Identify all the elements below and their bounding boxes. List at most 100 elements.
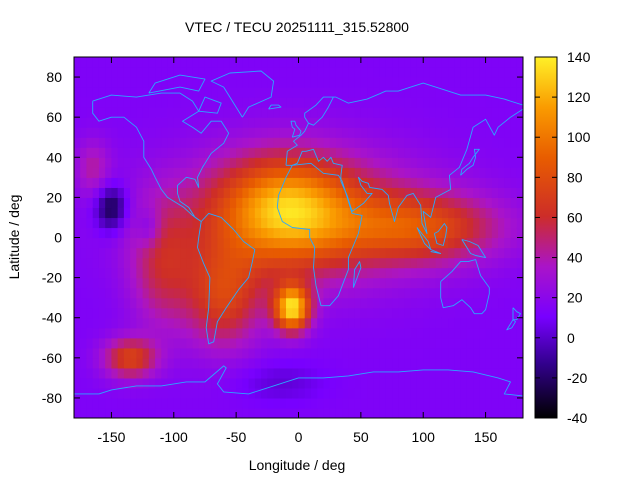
heat-cell [485, 327, 493, 339]
heat-cell [435, 77, 443, 88]
heat-cell [404, 197, 412, 209]
x-tick-label: 0 [295, 429, 303, 445]
heat-cell [491, 187, 499, 198]
heat-cell [329, 117, 337, 128]
heat-cell [292, 407, 300, 418]
heat-cell [229, 307, 237, 319]
heat-cell [279, 97, 287, 108]
heat-cell [435, 307, 443, 319]
heat-cell [473, 237, 480, 249]
heat-cell [348, 217, 356, 229]
heat-cell [460, 127, 468, 138]
heat-cell [392, 87, 399, 98]
heat-cell [273, 347, 281, 359]
heat-cell [379, 187, 387, 198]
heat-cell [261, 57, 268, 68]
heat-cell [130, 67, 137, 78]
heat-cell [410, 177, 418, 188]
heat-cell [155, 187, 162, 198]
heat-cell [398, 177, 406, 188]
heat-cell [473, 137, 480, 148]
heat-cell [273, 187, 281, 198]
heat-cell [248, 127, 256, 138]
heat-cell [491, 147, 499, 158]
heat-cell [223, 67, 231, 78]
heat-cell [423, 367, 431, 379]
heat-cell [404, 217, 412, 229]
heat-cell [105, 297, 113, 309]
heat-cell [92, 177, 100, 188]
heat-cell [86, 297, 94, 309]
heat-cell [198, 77, 206, 88]
heat-cell [273, 217, 281, 229]
heat-cell [392, 257, 399, 269]
heat-cell [136, 227, 144, 239]
heat-cell [410, 117, 418, 128]
heat-cell [286, 347, 293, 359]
heat-cell [479, 287, 487, 299]
heat-cell [130, 167, 137, 178]
heat-cell [123, 197, 131, 209]
heat-cell [198, 317, 206, 329]
heat-cell [123, 327, 131, 339]
heat-cell [204, 377, 212, 389]
heat-cell [367, 297, 374, 309]
heat-cell [460, 297, 468, 309]
heat-cell [298, 287, 306, 299]
heat-cell [248, 137, 256, 148]
heat-cell [460, 187, 468, 198]
heat-cell [348, 77, 356, 88]
heat-cell [373, 337, 381, 349]
heat-cell [155, 97, 162, 108]
heat-cell [491, 267, 499, 279]
heat-cell [385, 287, 393, 299]
heat-cell [98, 347, 106, 359]
heat-cell [211, 397, 219, 409]
heat-cell [279, 317, 287, 329]
heat-cell [236, 347, 243, 359]
heat-cell [223, 287, 231, 299]
heat-cell [105, 217, 113, 229]
heat-cell [236, 227, 243, 239]
heat-cell [360, 167, 368, 178]
heat-cell [292, 67, 300, 78]
heat-cell [236, 217, 243, 229]
heat-cell [111, 337, 119, 349]
heat-cell [435, 267, 443, 279]
heat-cell [516, 347, 523, 359]
heat-cell [217, 357, 225, 369]
heat-cell [460, 67, 468, 78]
heat-cell [198, 347, 206, 359]
heat-cell [498, 367, 505, 379]
heat-cell [516, 367, 523, 379]
heat-cell [335, 357, 343, 369]
heat-cell [304, 107, 312, 118]
heat-cell [392, 317, 399, 329]
heat-cell [317, 157, 325, 168]
heat-cell [379, 147, 387, 158]
heat-cell [142, 357, 150, 369]
heat-cell [416, 177, 424, 188]
heat-cell [192, 177, 200, 188]
heat-cell [423, 377, 431, 389]
heat-cell [286, 97, 293, 108]
heat-cell [86, 367, 94, 379]
heat-cell [136, 107, 144, 118]
heat-cell [354, 387, 362, 399]
heat-cell [223, 297, 231, 309]
heat-cell [123, 387, 131, 399]
heat-cell [105, 357, 113, 369]
heat-cell [423, 347, 431, 359]
heat-cell [416, 347, 424, 359]
heat-cell [86, 377, 94, 389]
heat-cell [329, 387, 337, 399]
heat-cell [223, 227, 231, 239]
heat-cell [223, 307, 231, 319]
heat-cell [254, 127, 262, 138]
heat-cell [385, 357, 393, 369]
heat-cell [211, 357, 219, 369]
heat-cell [429, 207, 437, 219]
heat-cell [242, 87, 250, 98]
heat-cell [267, 337, 275, 349]
heat-cell [80, 287, 88, 299]
